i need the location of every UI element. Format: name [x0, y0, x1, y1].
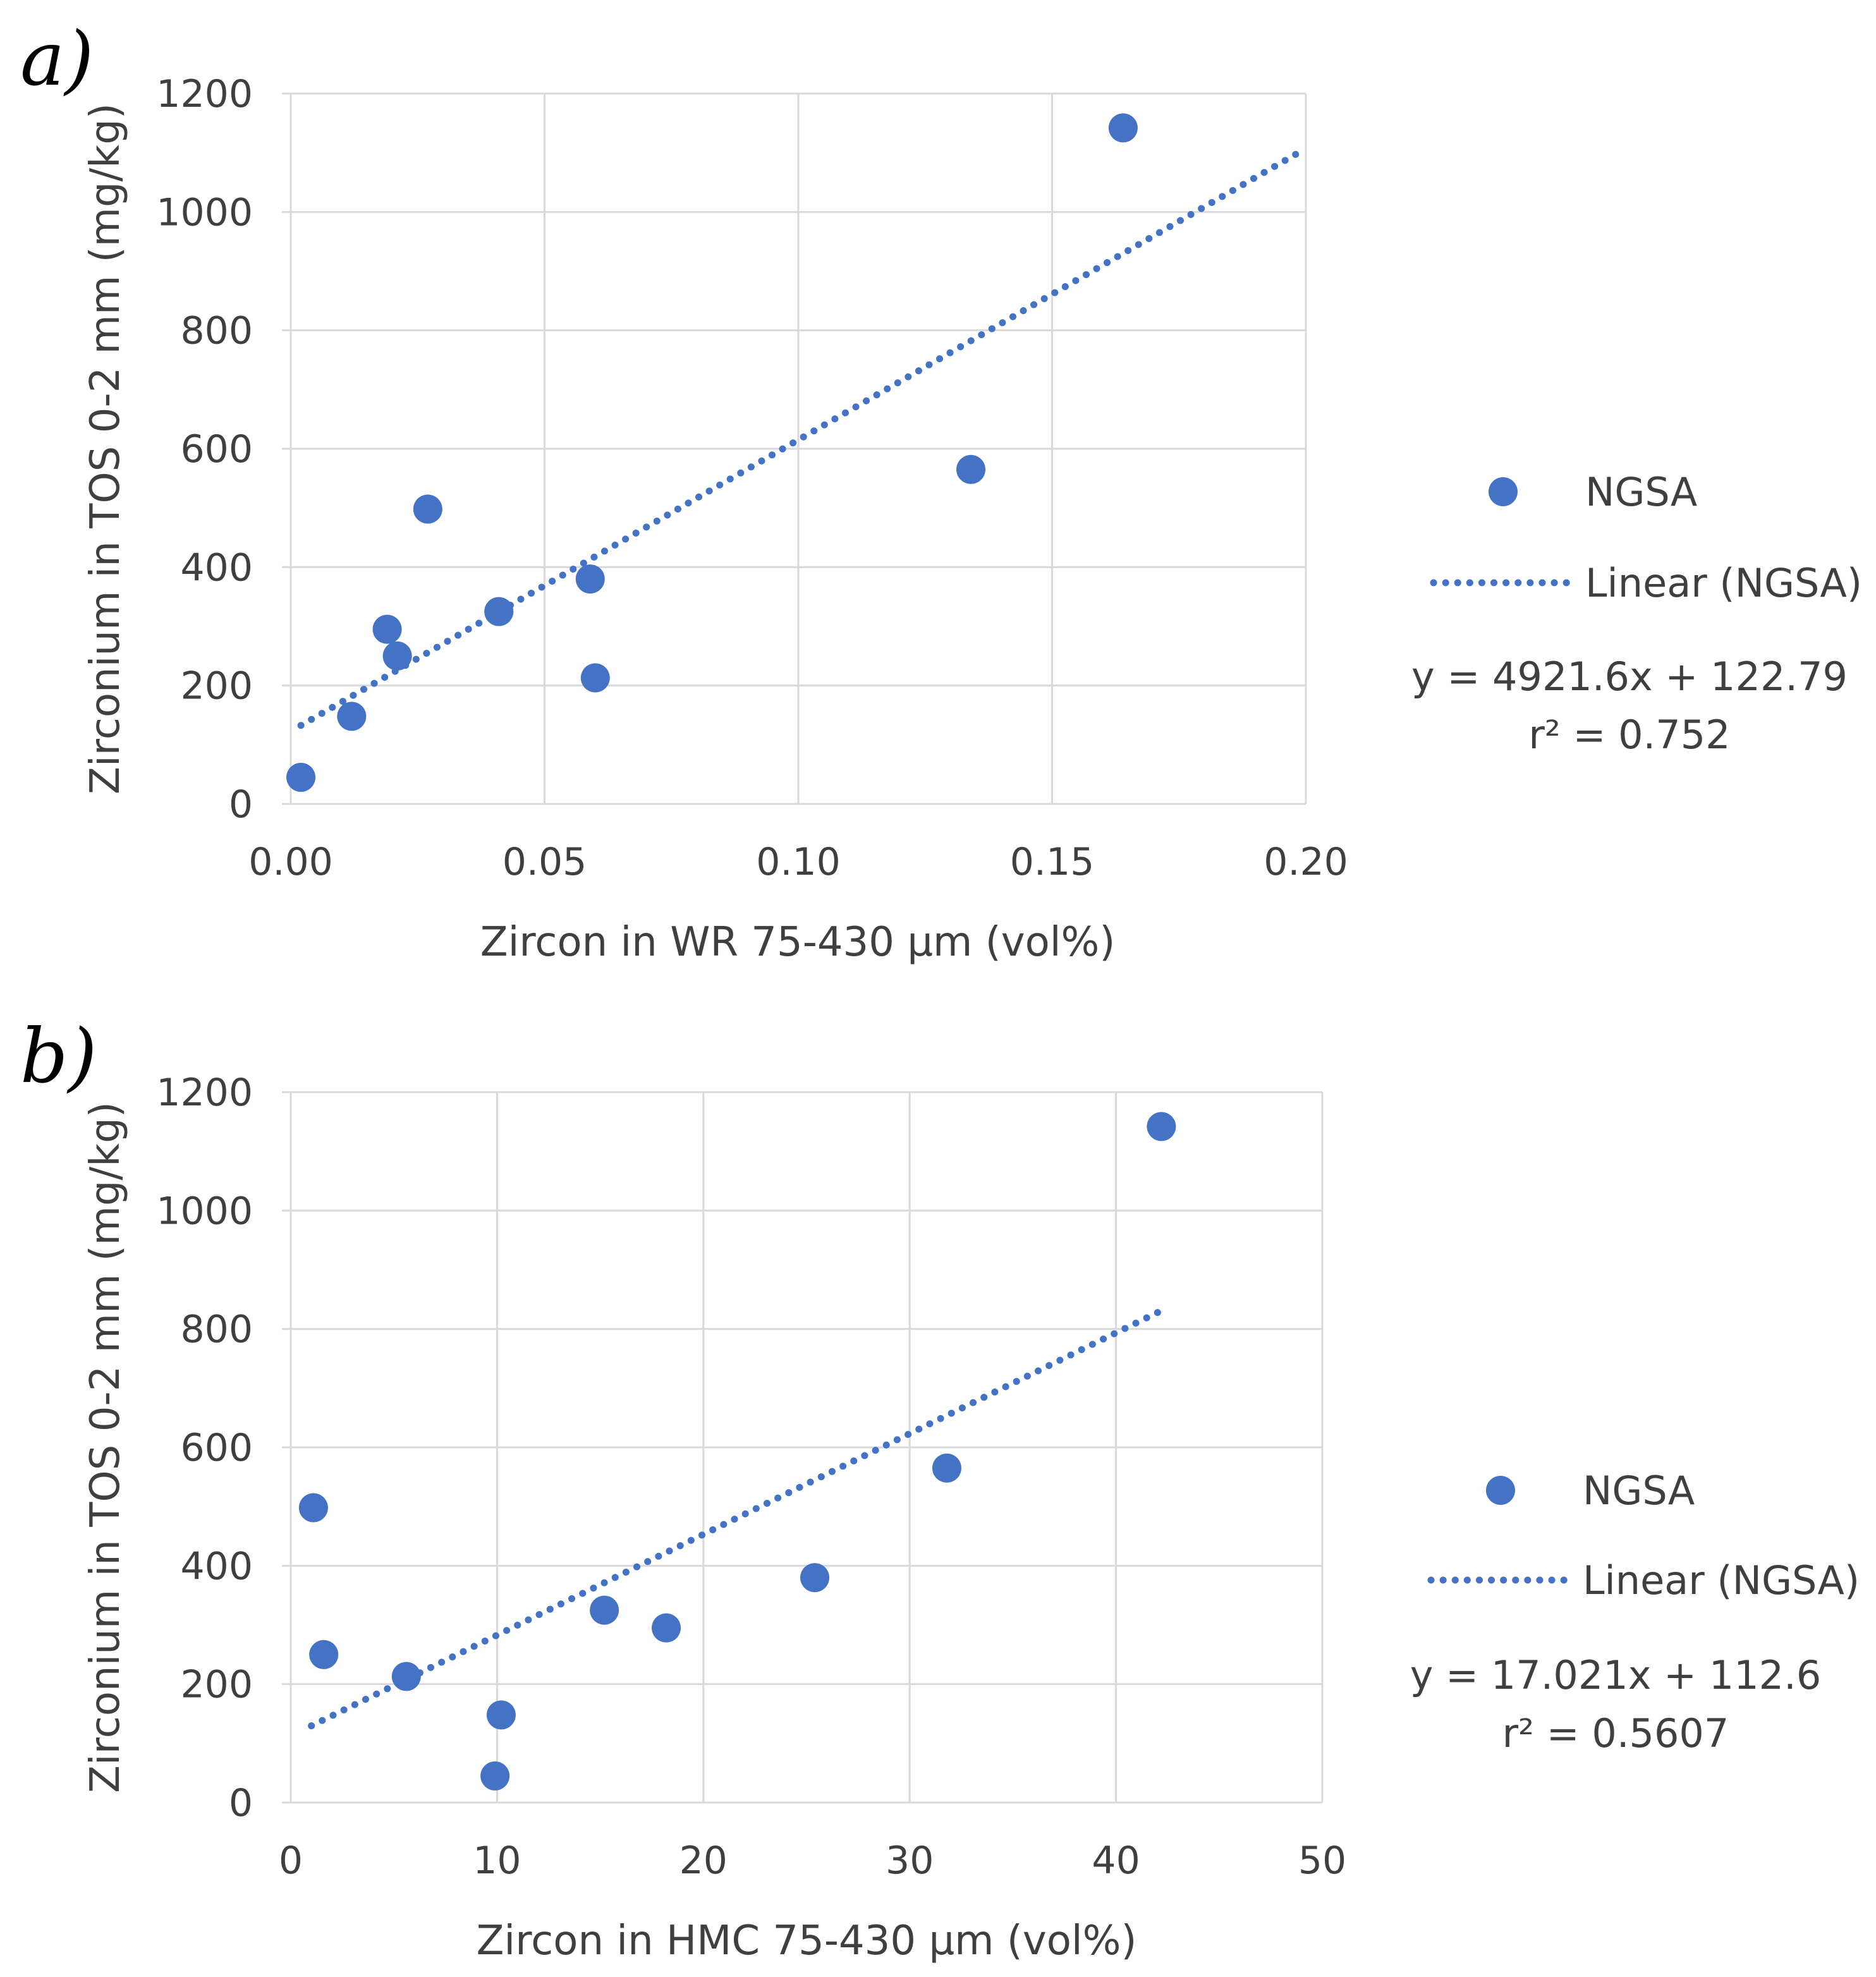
- y-tick-label: 1200: [156, 72, 253, 116]
- y-tick-label: 400: [180, 545, 253, 590]
- data-point: [480, 1761, 510, 1791]
- data-point: [932, 1453, 961, 1483]
- data-point: [372, 614, 402, 644]
- y-axis-title-a: Zirconium in TOS 0-2 mm (mg/kg): [82, 103, 129, 794]
- trendline-linear: [297, 145, 1310, 729]
- x-tick-label: 0.15: [1010, 840, 1095, 884]
- x-tick-label: 0.10: [756, 840, 841, 884]
- data-point: [1108, 113, 1138, 143]
- y-tick-label: 1000: [156, 1189, 253, 1233]
- y-tick-label: 0: [229, 782, 253, 827]
- x-tick-label: 0: [279, 1839, 303, 1883]
- x-tick-label: 40: [1092, 1839, 1140, 1883]
- data-points-a: [286, 113, 1138, 792]
- legend-marker-ngsa-a: [1489, 477, 1518, 506]
- y-tick-label: 0: [229, 1781, 253, 1825]
- data-point: [382, 641, 412, 671]
- legend-label-ngsa-b: NGSA: [1583, 1468, 1695, 1514]
- legend-b: NGSA Linear (NGSA) y = 17.021x + 112.6 r…: [1410, 1468, 1860, 1756]
- data-point: [580, 663, 610, 693]
- plot-grid-a: [282, 92, 1307, 805]
- data-point: [484, 597, 514, 626]
- y-tick-label: 600: [180, 427, 253, 471]
- y-tick-label: 1000: [156, 190, 253, 234]
- x-tick-label: 0.20: [1264, 840, 1348, 884]
- y-tick-label: 200: [180, 1663, 253, 1707]
- trendline-b: [308, 1307, 1165, 1730]
- trendline-r2-b: r² = 0.5607: [1502, 1710, 1729, 1756]
- y-axis-title-b: Zirconium in TOS 0-2 mm (mg/kg): [82, 1102, 129, 1793]
- y-tick-labels-a: 0 200 400 600 800 1000 1200: [156, 72, 253, 827]
- y-tick-label: 200: [180, 664, 253, 709]
- data-point: [286, 762, 316, 792]
- trendline-equation-a: y = 4921.6x + 122.79: [1411, 654, 1848, 700]
- data-point: [800, 1563, 830, 1593]
- legend-marker-ngsa-b: [1486, 1476, 1515, 1505]
- data-point: [575, 564, 605, 594]
- legend-a: NGSA Linear (NGSA) y = 4921.6x + 122.79 …: [1411, 469, 1862, 758]
- y-tick-label: 400: [180, 1544, 253, 1588]
- x-tick-label: 10: [473, 1839, 521, 1883]
- x-tick-label: 0.05: [502, 840, 587, 884]
- x-tick-label: 30: [886, 1839, 934, 1883]
- trendline-equation-b: y = 17.021x + 112.6: [1410, 1652, 1822, 1698]
- data-point: [1147, 1112, 1176, 1141]
- data-point: [337, 702, 367, 731]
- data-point: [652, 1613, 681, 1643]
- legend-label-ngsa-a: NGSA: [1585, 469, 1697, 515]
- x-axis-title-a: Zircon in WR 75-430 µm (vol%): [480, 919, 1116, 966]
- panel-label-a: a): [20, 15, 94, 102]
- y-tick-label: 600: [180, 1426, 253, 1470]
- data-point: [956, 454, 986, 484]
- panel-a: a) 0.00 0.05 0.10 0.15 0.20 0 200 400 600 800 100…: [20, 15, 1862, 966]
- data-point: [391, 1662, 421, 1691]
- plot-grid-b: [282, 1091, 1324, 1804]
- trendline-r2-a: r² = 0.752: [1528, 712, 1730, 758]
- legend-label-trendline-a: Linear (NGSA): [1585, 560, 1862, 606]
- x-tick-labels-a: 0.00 0.05 0.10 0.15 0.20: [248, 840, 1348, 884]
- trendline-a: [297, 145, 1310, 729]
- y-tick-label: 1200: [156, 1071, 253, 1115]
- legend-label-trendline-b: Linear (NGSA): [1583, 1557, 1860, 1603]
- data-point: [309, 1639, 339, 1669]
- panel-b: b) 0 10 20 30 40 50 0 200 400 600 800 1000 1200 Zir…: [20, 1013, 1860, 1964]
- y-tick-label: 800: [180, 1308, 253, 1352]
- data-point: [298, 1493, 328, 1523]
- data-point: [590, 1595, 619, 1625]
- y-tick-label: 800: [180, 309, 253, 353]
- data-point: [413, 494, 442, 524]
- y-tick-labels-b: 0 200 400 600 800 1000 1200: [156, 1071, 253, 1825]
- trendline-linear: [308, 1307, 1165, 1730]
- x-axis-title-b: Zircon in HMC 75-430 µm (vol%): [477, 1918, 1137, 1964]
- x-tick-labels-b: 0 10 20 30 40 50: [279, 1839, 1346, 1883]
- x-tick-label: 0.00: [248, 840, 333, 884]
- panel-label-b: b): [20, 1013, 97, 1100]
- data-point: [486, 1700, 516, 1730]
- data-points-b: [298, 1112, 1176, 1791]
- x-tick-label: 20: [679, 1839, 728, 1883]
- x-tick-label: 50: [1298, 1839, 1346, 1883]
